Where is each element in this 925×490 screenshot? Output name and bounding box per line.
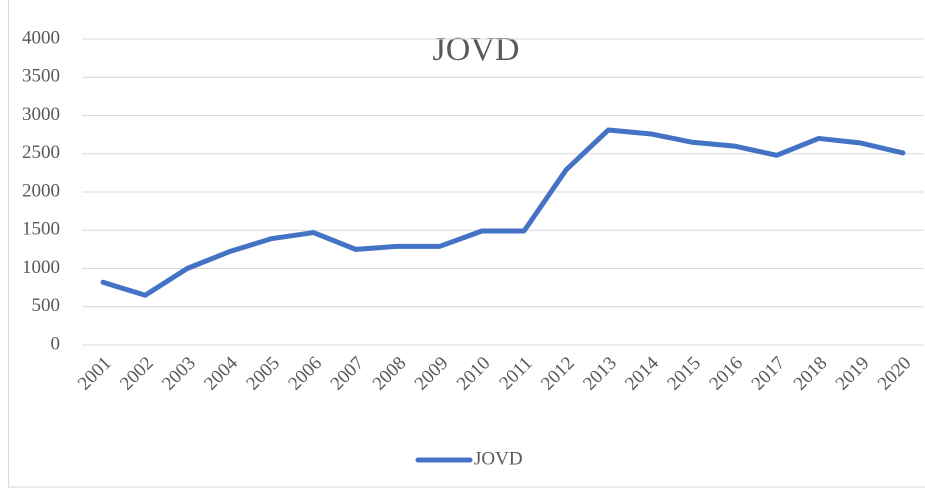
chart-title: JOVD <box>433 31 520 68</box>
x-tick-label: 2008 <box>369 353 411 395</box>
chart-border <box>8 0 925 488</box>
x-tick-label: 2016 <box>705 353 747 395</box>
y-tick-label: 1000 <box>22 257 60 278</box>
data-line <box>100 127 906 298</box>
x-tick-label: 2009 <box>411 353 453 395</box>
x-tick-label: 2017 <box>748 353 790 395</box>
y-tick-label: 0 <box>51 333 61 354</box>
x-tick-label: 2010 <box>453 353 495 395</box>
x-tick-label: 2011 <box>495 353 536 394</box>
y-tick-label: 4000 <box>22 27 60 48</box>
y-tick-label: 500 <box>32 295 61 316</box>
x-tick-label: 2015 <box>663 353 705 395</box>
x-tick-label: 2007 <box>327 353 369 395</box>
x-tick-label: 2006 <box>284 353 326 395</box>
x-tick-label: 2004 <box>200 352 242 394</box>
y-tick-label: 2500 <box>22 142 60 163</box>
y-tick-label: 2000 <box>22 180 60 201</box>
x-tick-label: 2012 <box>537 353 579 395</box>
x-tick-label: 2020 <box>874 353 916 395</box>
x-tick-label: 2013 <box>579 353 621 395</box>
x-tick-label: 2019 <box>832 353 874 395</box>
legend-label: JOVD <box>474 448 523 469</box>
x-tick-label: 2014 <box>621 352 663 394</box>
x-tick-label: 2002 <box>116 353 158 395</box>
x-tick-label: 2003 <box>158 353 200 395</box>
x-tick-label: 2018 <box>790 353 832 395</box>
y-tick-label: 3500 <box>22 66 60 87</box>
y-tick-label: 1500 <box>22 219 60 240</box>
y-tick-label: 3000 <box>22 104 60 125</box>
x-tick-label: 2005 <box>242 353 284 395</box>
x-tick-label: 2001 <box>74 353 116 395</box>
